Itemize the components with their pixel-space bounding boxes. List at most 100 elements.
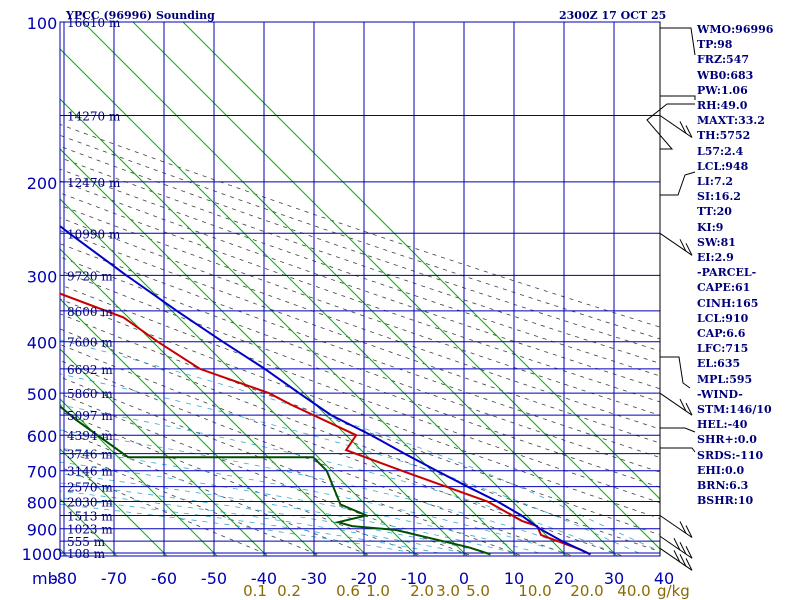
isotherm-line — [60, 198, 418, 556]
moist-adiabat — [60, 503, 415, 554]
dry-adiabat — [60, 192, 660, 403]
isotherm-line — [0, 10, 25, 564]
dry-adiabat — [60, 313, 660, 536]
index-connector — [660, 356, 691, 389]
moist-adiabat — [60, 447, 565, 554]
index-connector — [660, 27, 696, 56]
height-label: 7600 m — [67, 336, 113, 350]
wind-barb-flag — [685, 525, 693, 538]
isotherm-line — [182, 22, 660, 500]
dry-adiabat — [60, 256, 660, 473]
index-row: MPL:595 — [697, 372, 753, 386]
index-connector — [660, 95, 696, 100]
dry-adiabat — [60, 134, 660, 340]
index-row: MAXT:33.2 — [697, 114, 765, 128]
moist-adiabat — [60, 473, 515, 554]
dry-adiabat — [60, 217, 660, 430]
parcel-line — [60, 224, 591, 556]
pressure-label: 800 — [27, 494, 58, 513]
temperature-tick-label: -10 — [401, 569, 427, 588]
wind-barb-flag — [685, 546, 693, 559]
index-row: CAP:6.6 — [697, 327, 746, 341]
height-label: 5097 m — [67, 409, 113, 423]
wind-barb — [659, 115, 693, 138]
index-row: L57:2.4 — [697, 144, 744, 158]
mixing-ratio-label: 10.0 — [518, 582, 551, 600]
background-lines — [0, 10, 660, 564]
pressure-label: 100 — [27, 14, 58, 33]
wind-barb-flag — [679, 521, 687, 534]
mixing-ratio-label: 40.0 — [617, 582, 650, 600]
wind-barb-flag — [679, 121, 687, 134]
dewpoint-line — [60, 404, 491, 556]
pressure-label: 300 — [27, 267, 58, 286]
wind-barb-flag — [685, 125, 693, 138]
height-label: 555 m — [67, 535, 106, 549]
index-row: LI:7.2 — [697, 175, 734, 189]
isotherm-line — [60, 348, 268, 556]
temperature-tick-label: 0 — [459, 569, 469, 588]
wind-barb-flag — [679, 554, 687, 567]
dry-adiabat — [60, 284, 660, 504]
index-row: SRDS:-110 — [697, 448, 764, 462]
mixing-ratio-label: 20.0 — [570, 582, 603, 600]
isotherm-line — [60, 298, 318, 556]
dry-adiabat — [60, 123, 660, 328]
height-label: 16610 m — [67, 16, 121, 30]
isotherm-line — [60, 248, 368, 556]
wind-barb — [659, 515, 693, 538]
moist-adiabat — [60, 490, 465, 554]
temperature-tick-label: -40 — [251, 569, 277, 588]
height-label: 2570 m — [67, 481, 113, 495]
index-row: TT:20 — [697, 205, 732, 219]
index-connector — [660, 171, 696, 196]
dry-adiabat — [60, 204, 660, 416]
wind-barb-staff — [659, 392, 693, 416]
pressure-unit-label: mb — [32, 569, 58, 588]
dry-adiabat — [60, 180, 660, 390]
indices-panel: WMO:96996 TP:98 FRZ:547 WB0:683 PW:1.06 RH:49… — [697, 22, 800, 509]
dry-adiabat — [60, 298, 660, 519]
index-row: CINH:165 — [697, 296, 759, 310]
chart-title: YPCC (96996) Sounding — [66, 9, 215, 22]
temperature-tick-label: -30 — [301, 569, 327, 588]
pressure-label: 600 — [27, 427, 58, 446]
height-label: 10990 m — [67, 227, 121, 241]
index-row: STM:146/10 — [697, 403, 772, 417]
wind-barb — [659, 535, 693, 559]
mixing-ratio-unit: g/kg — [657, 582, 690, 600]
mixing-ratio-label: 1.0 — [366, 582, 390, 600]
dry-adiabat — [60, 243, 660, 458]
isotherm-line — [132, 22, 660, 550]
index-row: -PARCEL- — [697, 266, 757, 280]
dry-adiabat — [60, 466, 273, 556]
index-row: TP:98 — [697, 38, 733, 52]
wind-barb-flag — [685, 558, 693, 571]
wind-barb-staff — [659, 232, 693, 256]
index-row: WB0:683 — [697, 68, 754, 82]
wind-barb-staff — [659, 115, 693, 138]
height-label: 108 m — [67, 547, 106, 561]
chart-timestamp: 2300Z 17 OCT 25 — [559, 9, 667, 22]
dry-adiabat — [60, 230, 660, 444]
index-row: WMO:96996 — [697, 23, 774, 36]
dry-adiabat — [60, 376, 524, 556]
index-row: LCL:948 — [697, 159, 749, 173]
index-row: BRN:6.3 — [697, 479, 749, 493]
height-label: 12470 m — [67, 176, 121, 190]
dry-adiabat — [60, 447, 323, 556]
mixing-ratio-label: 2.0 — [410, 582, 434, 600]
temperature-tick-label: -70 — [101, 569, 127, 588]
dry-adiabat — [60, 270, 660, 488]
mixing-ratio-label: 5.0 — [466, 582, 490, 600]
pressure-label: 500 — [27, 385, 58, 404]
wind-barb — [659, 232, 693, 256]
index-row: PW:1.06 — [697, 83, 748, 97]
height-label: 1513 m — [67, 510, 113, 524]
index-connector — [660, 427, 696, 433]
height-label: 2030 m — [67, 496, 113, 510]
index-connector — [660, 447, 696, 453]
pressure-label: 700 — [27, 463, 58, 482]
mixing-ratio-label: 0.6 — [336, 582, 360, 600]
height-label: 3146 m — [67, 465, 113, 479]
